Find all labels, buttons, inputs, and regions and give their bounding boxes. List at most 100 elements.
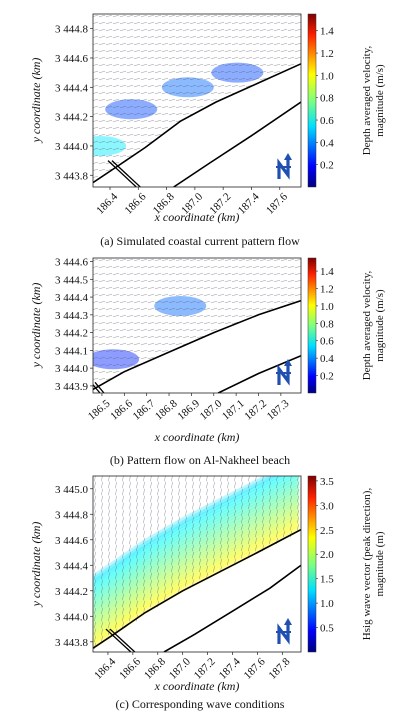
panel-c-plot-frame	[92, 475, 302, 653]
y-tick-label: 3 444.6	[55, 53, 89, 65]
colorbar-tick-label: 1.0	[320, 598, 334, 610]
y-tick-label: 3 444.6	[55, 257, 89, 269]
x-tick-label: 187.6	[242, 655, 268, 681]
x-tick-label: 187.8	[267, 655, 293, 681]
panel-c-wave-band	[93, 476, 300, 594]
panel-c-vector-field	[93, 476, 301, 652]
panel-a-speed-zone	[105, 99, 158, 120]
panel-c-xlabel: x coordinate (km)	[154, 679, 240, 693]
panel-c-wave-band	[93, 493, 301, 617]
panel-b-colorbar: 0.2 0.4 0.6 0.8 1.0 1.2 1.4 Depth averaged velo…	[307, 257, 386, 394]
panel-b-speed-zone	[93, 349, 140, 370]
y-tick-label: 3 443.8	[55, 170, 89, 182]
panel-c-wave-band	[93, 519, 301, 643]
panel-c-shoreline	[163, 564, 301, 652]
y-tick-label: 3 444.0	[55, 363, 89, 375]
colorbar-tick-label: 1.4	[320, 266, 334, 278]
panel-b-y-ticks: 3 443.9 3 444.0 3 444.1 3 444.2 3 444.3 3 444…	[55, 257, 93, 393]
panel-b-jetty	[94, 381, 105, 393]
colorbar-tick-label: 0.8	[320, 93, 334, 105]
x-tick-label: 187.4	[236, 190, 262, 216]
panel-a-vector-field	[93, 14, 301, 187]
panel-c-wave-band	[93, 501, 301, 626]
colorbar-tick-label: 0.2	[320, 371, 334, 383]
x-tick-label: 186.6	[108, 397, 135, 422]
panel-a-y-ticks: 3 443.8 3 444.0 3 444.2 3 444.4 3 444.6 3 444…	[55, 24, 93, 182]
x-tick-label: 186.8	[153, 397, 180, 422]
colorbar-tick-label: 2.0	[320, 549, 334, 561]
colorbar-tick-label: 1.4	[320, 26, 334, 38]
panel-c-shoreline	[93, 528, 301, 649]
panel-b-x-ticks: 186.5186.6186.7186.8186.9187.0187.1187.2…	[86, 393, 292, 423]
x-tick-label: 187.6	[264, 190, 290, 216]
panel-c-wave-band	[93, 496, 301, 620]
x-tick-label: 187.3	[265, 397, 292, 422]
panel-a-jetty	[107, 160, 137, 187]
panel-a-caption: (a) Simulated coastal current pattern fl…	[100, 234, 300, 248]
colorbar-tick-label: 1.0	[320, 301, 334, 313]
panel-a-speed-zone	[211, 62, 264, 83]
panel-a: 186.4 186.6 186.8 187.0 187.2 187.4 187.6 3 44…	[29, 13, 386, 248]
panel-c-wave-band	[93, 476, 289, 588]
x-tick-label: 187.4	[217, 655, 243, 681]
panel-c-wave-band	[93, 487, 301, 611]
panel-b-caption: (b) Pattern flow on Al-Nakheel beach	[110, 453, 290, 467]
panel-c-wave-band	[93, 498, 301, 623]
y-tick-label: 3 444.8	[55, 24, 89, 36]
panel-c-wave-band	[93, 490, 301, 614]
panel-a-north-arrow-icon	[276, 153, 292, 180]
x-tick-label: 187.0	[198, 397, 225, 422]
panel-c-wave-band	[93, 522, 301, 646]
panel-c-colorbar: 0.5 1.0 1.5 2.0 2.5 3.0 3.5 Hsig wave vector (p…	[307, 475, 386, 653]
colorbar-gradient	[307, 257, 317, 394]
x-tick-label: 186.8	[142, 655, 168, 681]
colorbar-label: Hsig wave vector (peak direction),magnit…	[361, 488, 386, 641]
y-tick-label: 3 444.8	[55, 509, 89, 521]
colorbar-gradient	[307, 475, 317, 653]
x-tick-label: 186.6	[123, 190, 149, 216]
y-tick-label: 3 444.5	[55, 274, 89, 286]
x-tick-label: 186.5	[86, 397, 113, 422]
panel-a-speed-zone	[161, 77, 214, 98]
x-tick-label: 187.0	[167, 655, 193, 681]
x-tick-label: 186.4	[94, 190, 120, 216]
colorbar-tick-label: 2.5	[320, 525, 334, 537]
panel-b-plot-frame	[92, 257, 302, 394]
colorbar-tick-label: 3.5	[320, 476, 334, 488]
panel-c-wave-band	[93, 478, 301, 602]
colorbar-tick-label: 0.6	[320, 336, 334, 348]
colorbar-label: Depth averaged velocity,magnitude (m/s)	[361, 270, 386, 380]
y-tick-label: 3 444.1	[55, 345, 88, 357]
y-tick-label: 3 444.6	[55, 535, 89, 547]
panel-c-wave-band	[93, 476, 301, 599]
colorbar-tick-label: 0.4	[320, 137, 334, 149]
colorbar-tick-label: 1.0	[320, 70, 334, 82]
panel-c-wave-band	[93, 507, 301, 632]
panel-b-north-arrow-icon	[276, 359, 292, 386]
panel-c-wave-band	[93, 476, 278, 582]
colorbar-tick-label: 0.5	[320, 623, 334, 635]
colorbar-gradient	[307, 13, 317, 188]
colorbar-tick-label: 0.4	[320, 353, 334, 365]
panel-b-vector-field	[93, 258, 301, 393]
panel-a-xlabel: x coordinate (km)	[154, 210, 240, 224]
panel-c-wave-band	[93, 504, 301, 629]
x-tick-label: 186.7	[131, 397, 158, 422]
panel-c-wave-band	[93, 525, 301, 649]
panel-a-shoreline	[173, 101, 301, 187]
y-tick-label: 3 444.4	[55, 292, 89, 304]
y-tick-label: 3 445.0	[55, 484, 89, 496]
panel-c-jetty	[105, 628, 132, 652]
y-tick-label: 3 444.2	[55, 112, 88, 124]
x-tick-label: 186.6	[117, 655, 143, 681]
colorbar-tick-label: 0.8	[320, 318, 334, 330]
colorbar-tick-label: 1.5	[320, 574, 334, 586]
y-tick-label: 3 444.4	[55, 560, 89, 572]
colorbar-tick-label: 3.0	[320, 500, 334, 512]
panel-a-shoreline	[93, 63, 301, 184]
panel-c-y-ticks: 3 443.8 3 444.0 3 444.2 3 444.4 3 444.6 3 444…	[55, 484, 93, 649]
panel-c-ylabel: y coordinate (km)	[29, 522, 43, 608]
panel-c-wave-band	[93, 476, 295, 591]
panel-b-jetty	[93, 383, 101, 393]
